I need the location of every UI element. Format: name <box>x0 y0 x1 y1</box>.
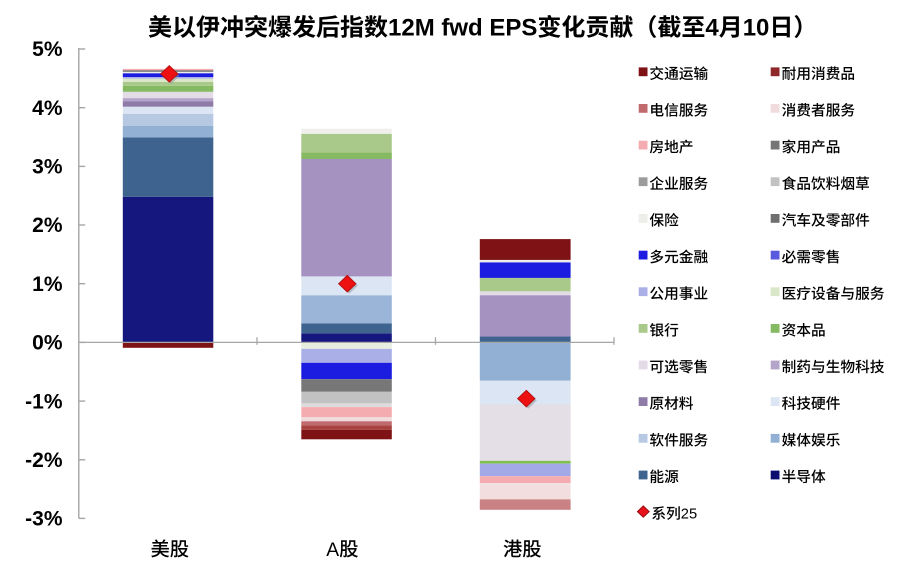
svg-text:4: 4 <box>705 15 719 42</box>
svg-text:25: 25 <box>681 507 697 523</box>
svg-text:4%: 4% <box>32 97 63 120</box>
svg-text:12M fwd EPS: 12M fwd EPS <box>388 15 537 42</box>
svg-text:3%: 3% <box>32 156 63 179</box>
svg-text:-1%: -1% <box>25 390 63 413</box>
svg-text:-2%: -2% <box>25 449 63 472</box>
svg-text:A: A <box>326 540 339 561</box>
svg-text:10: 10 <box>743 15 770 42</box>
svg-text:2%: 2% <box>32 214 63 237</box>
svg-text:-3%: -3% <box>25 508 63 531</box>
svg-text:1%: 1% <box>32 273 63 296</box>
svg-text:5%: 5% <box>32 38 63 61</box>
svg-text:0%: 0% <box>32 332 63 355</box>
